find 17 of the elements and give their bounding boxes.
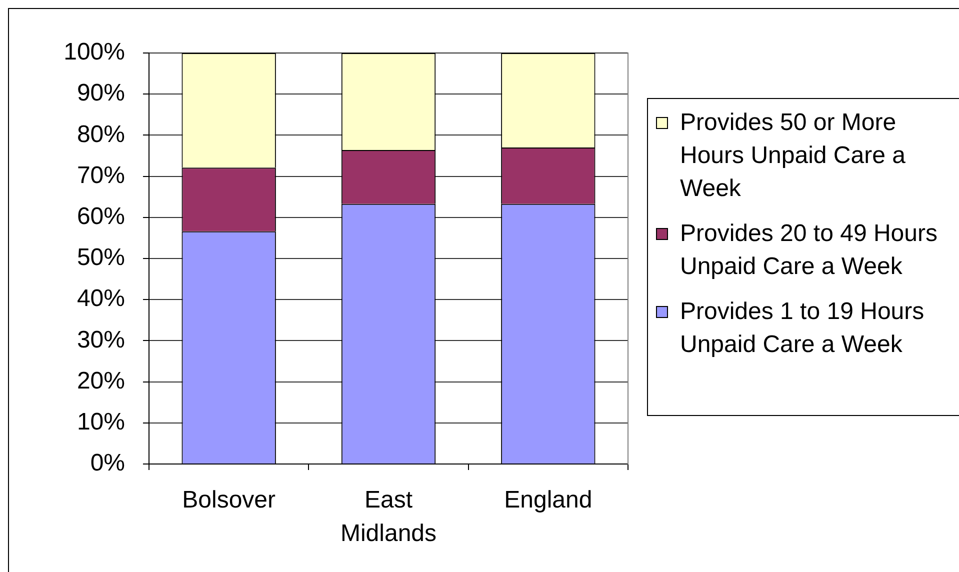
y-tick-label: 30% — [76, 326, 125, 354]
legend-label: Provides 20 to 49 Hours Unpaid Care a Week — [680, 219, 938, 282]
x-tick-label: Bolsover — [182, 486, 276, 514]
y-tick-label: 50% — [76, 244, 125, 272]
x-tick-label: East Midlands — [340, 486, 437, 548]
y-tick-label: 0% — [90, 450, 125, 477]
y-tick-label: 70% — [76, 162, 125, 189]
x-tick-label: England — [504, 486, 592, 514]
y-tick-label: 10% — [76, 408, 125, 436]
legend-label: Provides 50 or More Hours Unpaid Care a Week — [680, 108, 906, 204]
y-tick-label: 100% — [64, 38, 125, 66]
y-tick-label: 90% — [76, 80, 125, 107]
y-tick-label: 80% — [76, 120, 125, 148]
y-tick-label: 60% — [76, 203, 125, 230]
y-tick-label: 20% — [76, 367, 125, 394]
legend-label: Provides 1 to 19 Hours Unpaid Care a Week — [680, 297, 926, 360]
y-tick-label: 40% — [76, 285, 125, 312]
